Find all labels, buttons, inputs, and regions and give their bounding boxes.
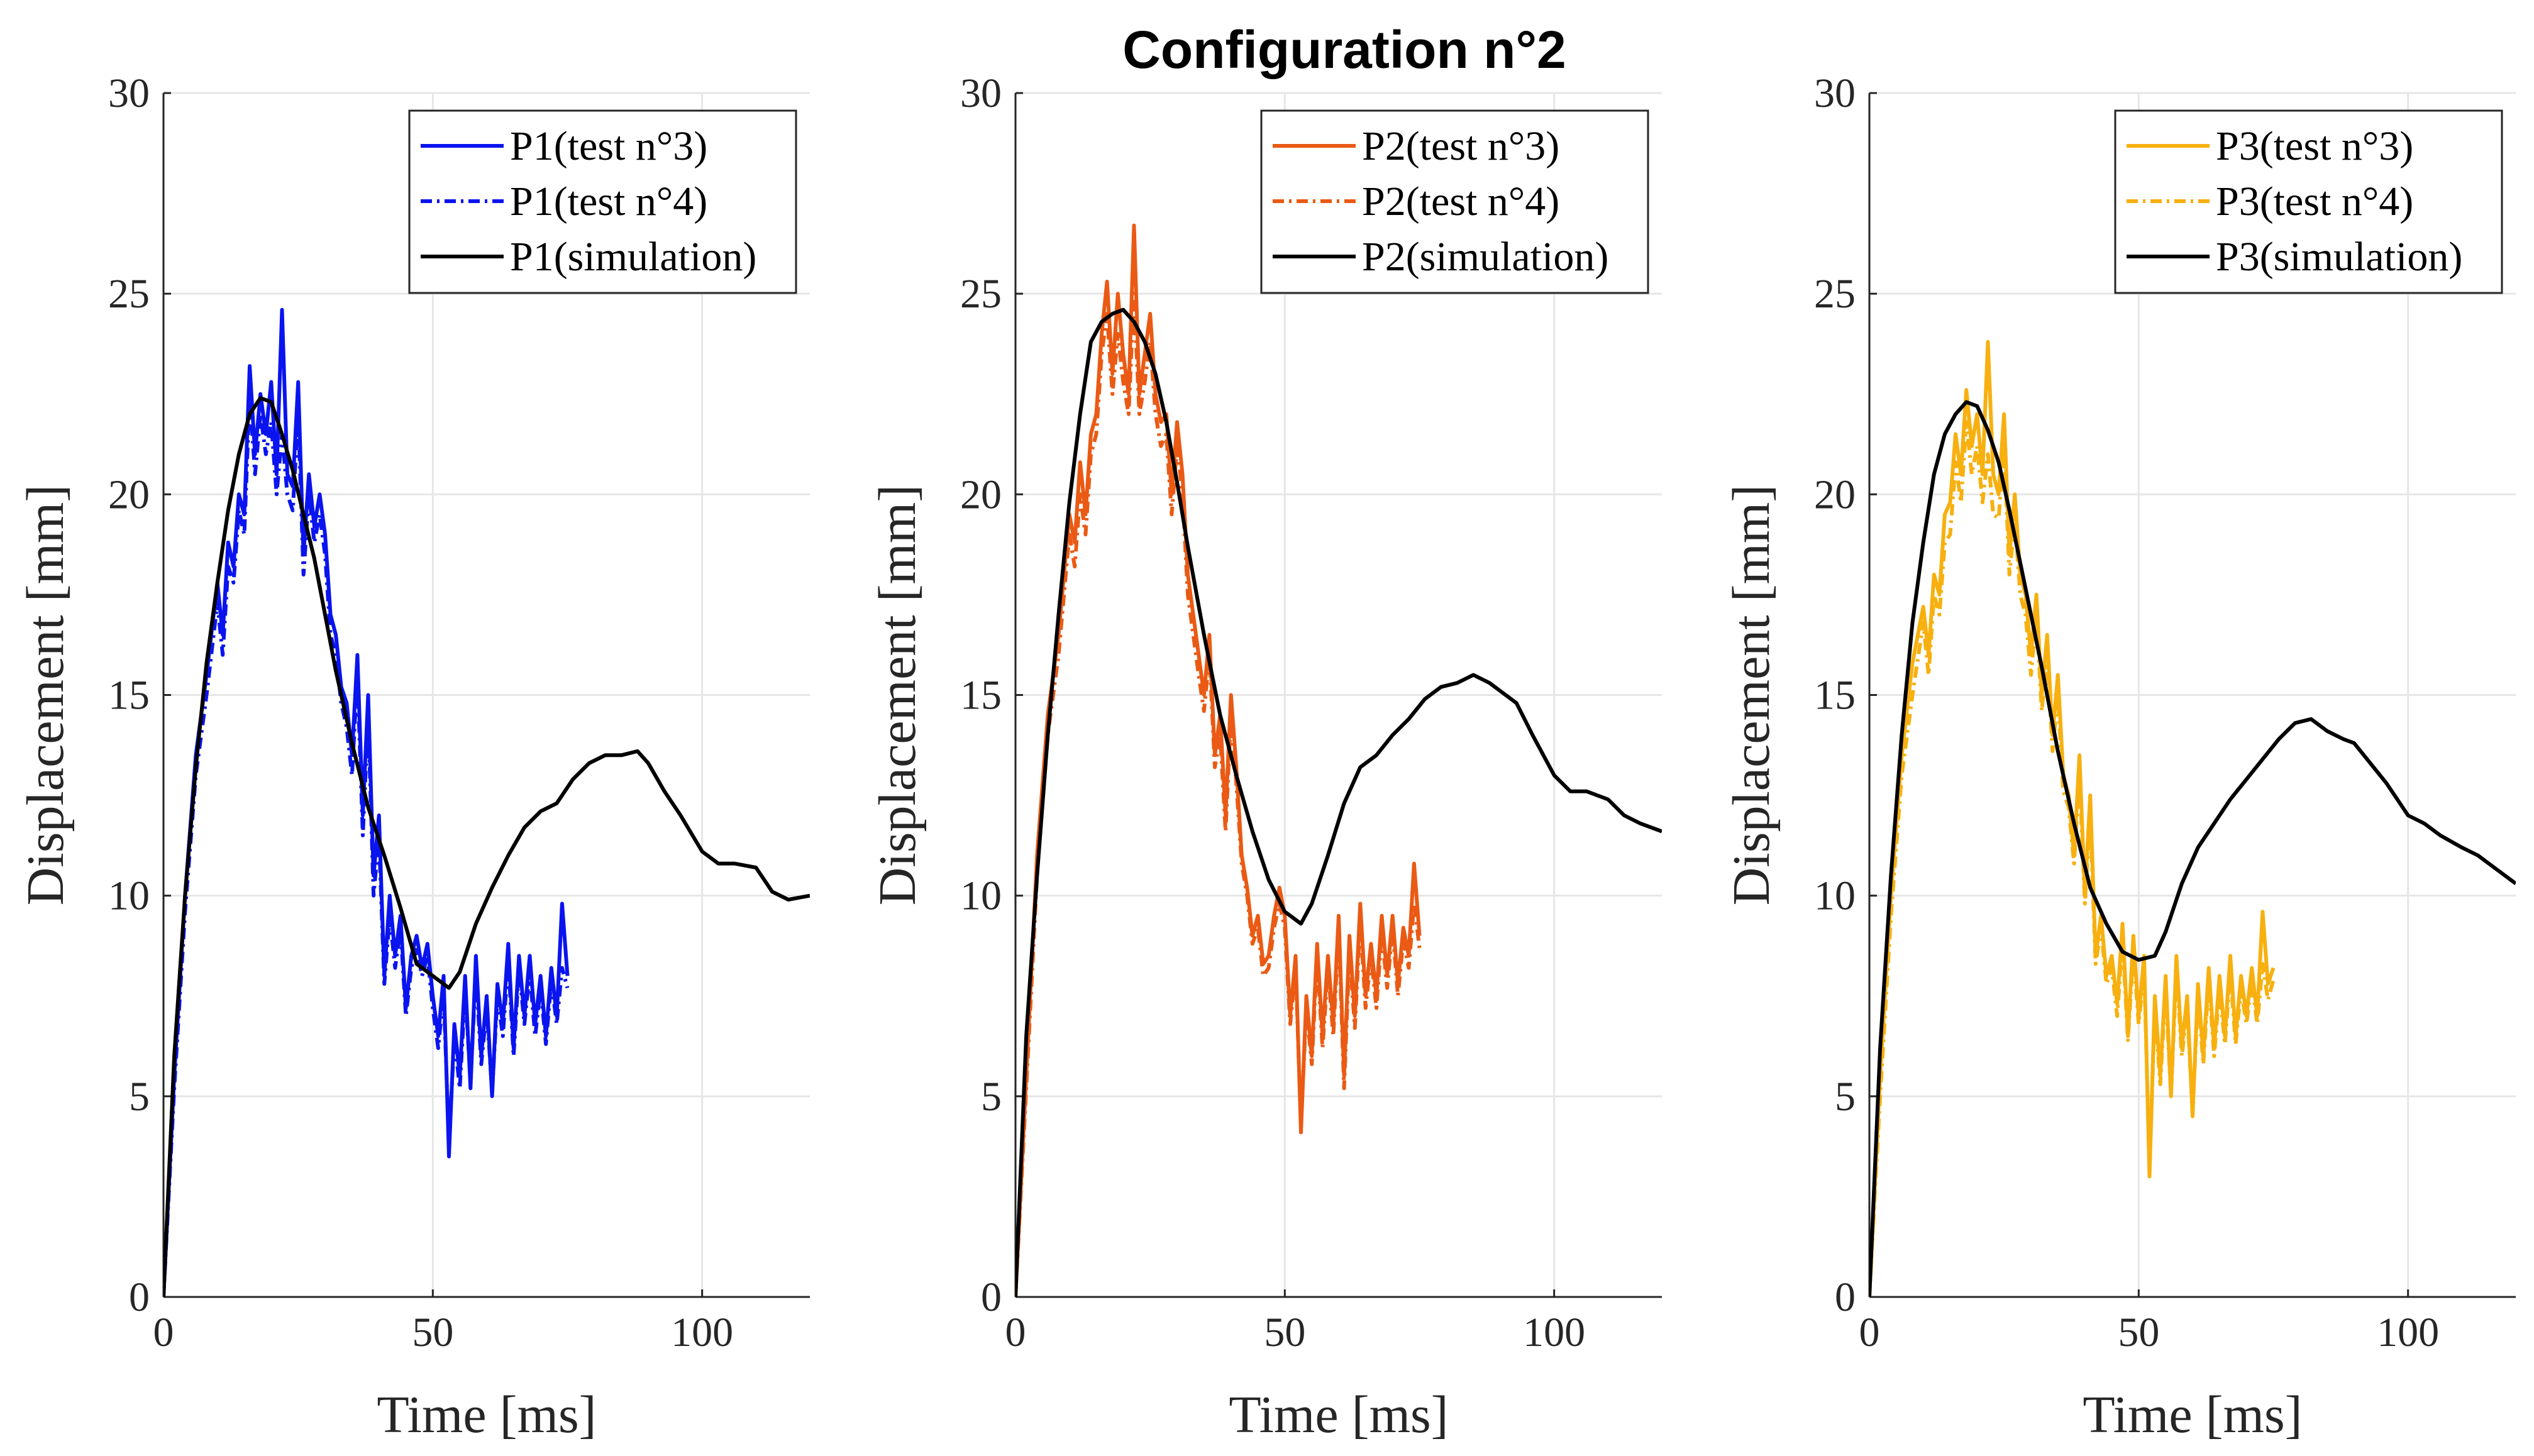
chart-panel-3: 0 5 10 15 20 25 30 0 50 100 Time [ms] Displacement … [1722,70,2516,1444]
series-line-p2-simulation- [1015,307,1662,1297]
legend-label: P1(simulation) [510,234,756,280]
y-axis-label: Displacement [mm] [868,485,927,905]
legend-label: P1(test n°3) [510,123,707,169]
legend-label: P2(test n°4) [1362,179,1559,224]
legend-label: P2(simulation) [1362,234,1608,280]
y-tick-label: 15 [108,673,150,719]
series-line-p2-test-n-3- [1015,223,1422,1297]
y-tick-label: 30 [1814,70,1856,116]
legend: P2(test n°3) P2(test n°4) P2(simulation) [1260,109,1649,294]
x-tick-label: 50 [412,1310,453,1355]
y-tick-label: 30 [960,70,1002,116]
series-line-p3-simulation- [1869,400,2516,1297]
x-tick-label: 100 [2377,1310,2439,1355]
legend-label: P1(test n°4) [510,179,707,224]
x-axis-label: Time [ms] [1229,1386,1448,1444]
y-tick-label: 20 [108,472,150,517]
y-tick-label: 25 [960,271,1002,317]
x-tick-label: 50 [1264,1310,1305,1355]
y-tick-label: 5 [981,1074,1002,1120]
y-tick-label: 15 [1814,673,1856,719]
x-axis-label: Time [ms] [2083,1386,2302,1444]
y-tick-label: 15 [960,673,1002,719]
legend-label: P2(test n°3) [1362,123,1559,169]
y-tick-label: 30 [108,70,150,116]
series-line-p1-test-n-4- [163,392,570,1297]
figure-title: Configuration n°2 [1122,20,1566,79]
legend: P1(test n°3) P1(test n°4) P1(simulation) [408,109,797,294]
series-line-p1-simulation- [163,396,810,1297]
legend-label: P3(simulation) [2216,234,2462,280]
y-tick-label: 0 [981,1274,1002,1320]
x-tick-label: 0 [153,1310,174,1355]
chart-panel-1: 0 5 10 15 20 25 30 0 50 100 Time [ms] Displacement … [16,70,810,1444]
y-tick-label: 10 [960,873,1002,919]
x-tick-label: 100 [671,1310,733,1355]
x-tick-label: 50 [2118,1310,2159,1355]
y-tick-label: 0 [129,1274,150,1320]
series-line-p3-test-n-4- [1869,420,2276,1297]
y-tick-label: 10 [108,873,150,919]
x-tick-label: 0 [1859,1310,1880,1355]
legend-label: P3(test n°3) [2216,123,2413,169]
y-tick-label: 25 [1814,271,1856,317]
chart-panel-2: 0 5 10 15 20 25 30 0 50 100 Time [ms] Displacement … [868,70,1662,1444]
y-axis-label: Displacement [mm] [16,485,75,905]
y-tick-label: 0 [1835,1274,1856,1320]
y-tick-label: 10 [1814,873,1856,919]
y-tick-label: 25 [108,271,150,317]
x-tick-label: 0 [1005,1310,1026,1355]
y-tick-label: 5 [1835,1074,1856,1120]
legend: P3(test n°3) P3(test n°4) P3(simulation) [2114,109,2503,294]
y-tick-label: 20 [960,472,1002,517]
x-axis-label: Time [ms] [377,1386,596,1444]
legend-label: P3(test n°4) [2216,179,2413,224]
y-axis-label: Displacement [mm] [1722,485,1781,905]
y-tick-label: 20 [1814,472,1856,517]
y-tick-label: 5 [129,1074,150,1120]
x-tick-label: 100 [1523,1310,1585,1355]
